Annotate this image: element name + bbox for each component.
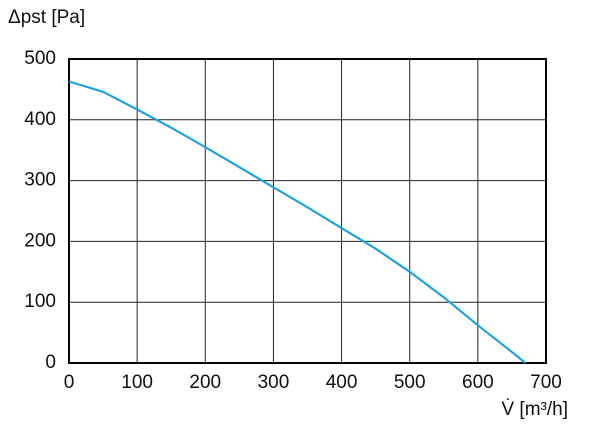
x-tick-label: 200 <box>189 372 221 393</box>
y-tick-label: 0 <box>45 352 56 373</box>
y-tick-label: 500 <box>24 48 56 69</box>
x-tick-label: 0 <box>64 372 75 393</box>
y-tick-label: 100 <box>24 291 56 312</box>
x-tick-label: 600 <box>462 372 494 393</box>
x-tick-label: 100 <box>121 372 153 393</box>
y-tick-label: 300 <box>24 170 56 191</box>
y-tick-label: 400 <box>24 109 56 130</box>
x-tick-label: 500 <box>394 372 426 393</box>
plot-frame <box>68 58 547 364</box>
x-tick-label: 400 <box>326 372 358 393</box>
y-tick-label: 200 <box>24 230 56 251</box>
curve <box>68 80 527 364</box>
x-axis-label: V̇ [m³/h] <box>501 399 568 420</box>
x-tick-label: 300 <box>258 372 290 393</box>
y-axis-label: Δpst [Pa] <box>8 7 85 28</box>
x-tick-label: 700 <box>530 372 562 393</box>
